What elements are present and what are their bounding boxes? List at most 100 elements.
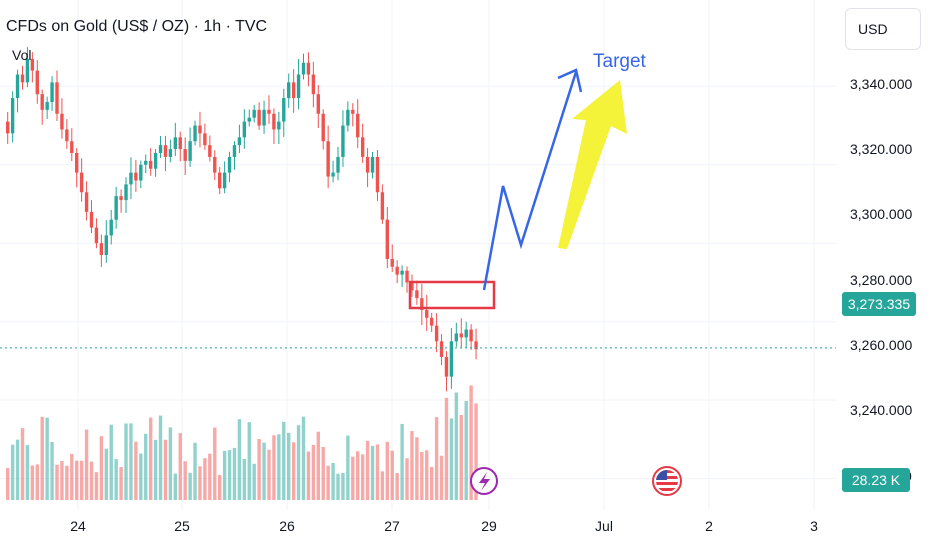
candle-body bbox=[193, 125, 197, 142]
volume-bar bbox=[203, 458, 207, 500]
volume-bar bbox=[311, 444, 316, 500]
volume-bar bbox=[173, 473, 178, 500]
candle-body bbox=[272, 113, 276, 130]
volume-bar bbox=[459, 414, 463, 500]
candle-body bbox=[70, 141, 74, 153]
candle-body bbox=[183, 149, 187, 161]
time-tick-label: 24 bbox=[70, 518, 86, 534]
price-tick-label: 3,340.000 bbox=[850, 76, 913, 92]
candle-body bbox=[356, 113, 360, 138]
candle-body bbox=[55, 82, 59, 114]
volume-bar bbox=[70, 453, 74, 500]
candle-body bbox=[60, 113, 64, 130]
candle-body bbox=[94, 227, 99, 244]
volume-bar bbox=[257, 438, 261, 500]
volume-bar bbox=[94, 472, 99, 500]
projection-arrow-blue bbox=[482, 71, 578, 291]
volume-bar bbox=[351, 456, 355, 500]
candle-body bbox=[415, 290, 419, 299]
lightning-event-icon[interactable] bbox=[470, 467, 498, 495]
volume-bar bbox=[213, 427, 217, 500]
price-tick-label: 3,240.000 bbox=[850, 402, 913, 418]
volume-label: Vol bbox=[12, 47, 32, 63]
candle-body bbox=[242, 121, 247, 138]
candle-body bbox=[89, 211, 94, 228]
volume-bar bbox=[469, 385, 473, 500]
volume-bar bbox=[380, 471, 385, 500]
volume-bar bbox=[134, 441, 138, 500]
volume-bar bbox=[163, 439, 168, 500]
volume-bar bbox=[188, 472, 192, 500]
volume-bar bbox=[370, 445, 375, 500]
volume-bar bbox=[331, 462, 335, 500]
candle-body bbox=[79, 172, 84, 193]
candle-body bbox=[30, 58, 35, 71]
candle-body bbox=[291, 82, 296, 99]
volume-bar bbox=[208, 453, 212, 500]
volume-bar bbox=[75, 460, 79, 500]
candle-body bbox=[75, 153, 79, 173]
candle-body bbox=[237, 137, 242, 146]
volume-bar bbox=[306, 451, 311, 500]
candle-body bbox=[395, 266, 399, 275]
volume-bar bbox=[99, 436, 104, 500]
candle-body bbox=[99, 243, 104, 255]
candle-body bbox=[203, 133, 207, 146]
us-flag-event-icon[interactable] bbox=[652, 466, 682, 496]
volume-bar bbox=[45, 417, 49, 500]
volume-bar bbox=[25, 445, 30, 500]
volume-bar bbox=[55, 464, 59, 500]
candle-body bbox=[365, 156, 370, 173]
volume-bar bbox=[178, 433, 182, 500]
candle-body bbox=[405, 270, 409, 283]
candle-body bbox=[262, 109, 266, 126]
candle-body bbox=[464, 329, 468, 338]
price-tick-label: 3,260.000 bbox=[850, 337, 913, 353]
volume-bar bbox=[425, 450, 429, 500]
volume-bar bbox=[464, 400, 468, 500]
candle-body bbox=[20, 74, 25, 83]
candle-body bbox=[40, 94, 44, 110]
volume-bar bbox=[6, 468, 10, 500]
candle-body bbox=[474, 341, 478, 350]
volume-bar bbox=[395, 473, 399, 500]
candle-body bbox=[10, 98, 15, 134]
volume-bar bbox=[277, 434, 281, 500]
volume-bar bbox=[405, 458, 409, 500]
price-tick-label: 3,280.000 bbox=[850, 272, 913, 288]
candle-body bbox=[420, 298, 424, 310]
volume-bar bbox=[104, 448, 108, 500]
projection-arrowhead-blue bbox=[557, 68, 583, 93]
candle-body bbox=[25, 58, 30, 83]
volume-bar bbox=[415, 437, 419, 500]
volume-value-badge: 28.23 K bbox=[842, 468, 910, 492]
volume-bar bbox=[84, 429, 89, 500]
candle-body bbox=[217, 172, 222, 189]
candle-body bbox=[144, 160, 148, 165]
volume-bar bbox=[385, 441, 390, 500]
candle-body bbox=[454, 333, 459, 342]
candle-body bbox=[341, 125, 345, 157]
candle-body bbox=[370, 156, 375, 173]
volume-bar bbox=[390, 450, 394, 500]
candle-body bbox=[222, 172, 227, 189]
volume-bar bbox=[89, 461, 94, 500]
volume-bar bbox=[336, 473, 340, 500]
candle-body bbox=[469, 329, 473, 342]
volume-bar bbox=[375, 444, 380, 500]
volume-bar bbox=[454, 392, 459, 500]
volume-bar bbox=[153, 439, 158, 500]
volume-bar bbox=[222, 450, 227, 500]
volume-bar bbox=[60, 461, 64, 500]
candle-body bbox=[84, 192, 89, 212]
currency-button[interactable]: USD bbox=[845, 8, 921, 50]
volume-bar bbox=[326, 465, 330, 500]
candle-body bbox=[267, 109, 271, 114]
consolidation-box bbox=[408, 280, 496, 310]
candle-body bbox=[360, 137, 365, 157]
candle-body bbox=[351, 109, 355, 114]
target-label: Target bbox=[593, 51, 646, 72]
current-price-badge: 3,273.335 bbox=[842, 292, 916, 316]
candle-body bbox=[148, 160, 153, 169]
volume-bar bbox=[129, 423, 133, 500]
